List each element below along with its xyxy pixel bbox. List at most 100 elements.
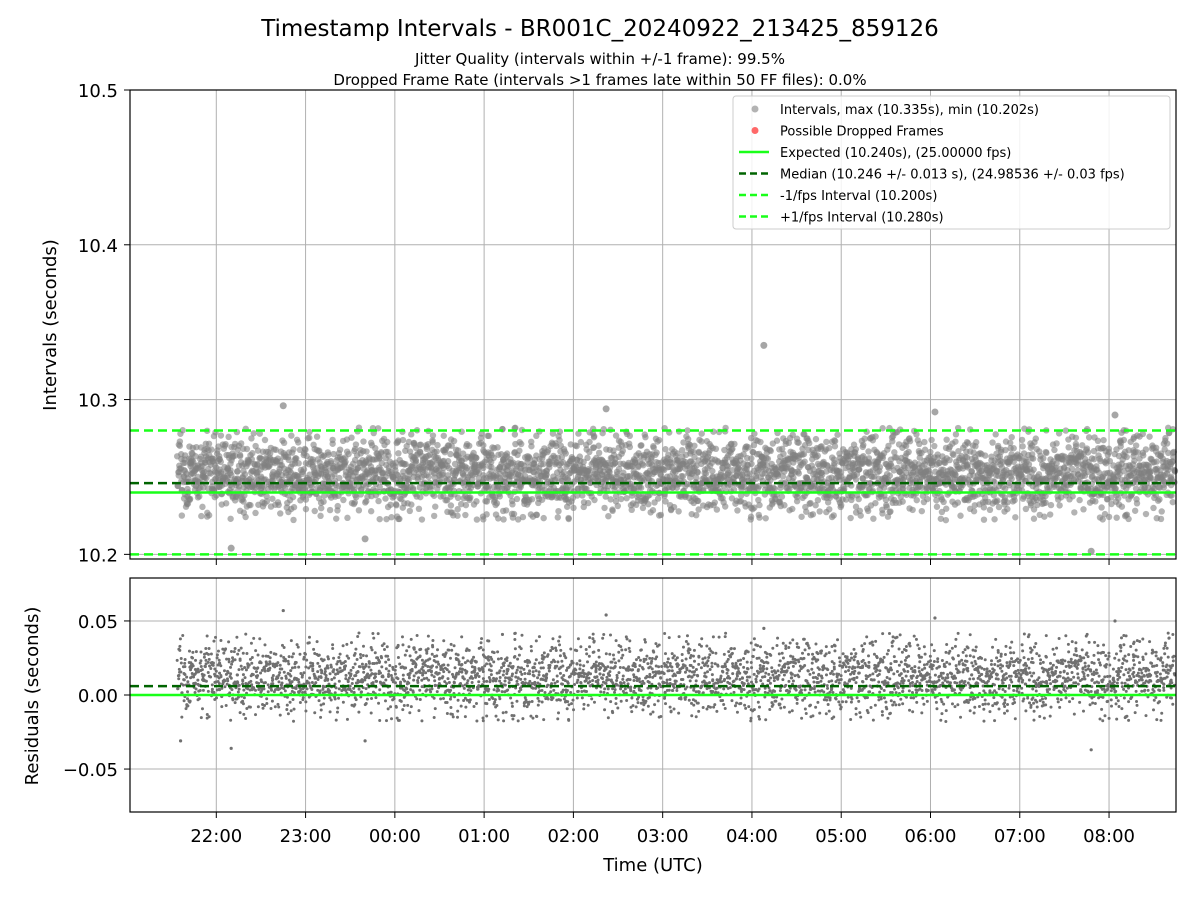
interval-point: [528, 438, 535, 445]
interval-point: [1123, 453, 1130, 461]
interval-point: [222, 500, 230, 507]
residual-point: [408, 654, 412, 658]
interval-point: [217, 458, 224, 466]
interval-point: [290, 504, 298, 511]
residual-point: [335, 668, 339, 672]
interval-point: [757, 438, 764, 446]
interval-point: [855, 495, 862, 503]
residual-point: [379, 671, 383, 675]
interval-point: [367, 508, 375, 515]
residual-point: [421, 671, 425, 675]
residual-point: [338, 666, 342, 670]
interval-point: [684, 427, 691, 434]
residual-point: [315, 640, 319, 644]
interval-point: [924, 495, 931, 503]
residual-point: [305, 687, 309, 691]
interval-point: [396, 515, 403, 523]
residual-point: [341, 644, 345, 648]
interval-point: [995, 503, 1003, 511]
interval-point: [879, 510, 886, 517]
residual-point: [323, 669, 327, 673]
residual-point: [200, 668, 204, 672]
residual-point: [217, 682, 221, 686]
residual-point: [236, 652, 240, 656]
interval-point: [946, 456, 953, 464]
residual-point: [319, 708, 323, 712]
interval-point: [330, 450, 337, 458]
chart-subtitle-dropped: Dropped Frame Rate (intervals >1 frames …: [333, 71, 866, 89]
interval-point: [734, 507, 741, 514]
residual-point: [202, 673, 206, 677]
interval-point: [261, 436, 269, 444]
residual-point: [196, 678, 200, 682]
residual-point: [370, 672, 374, 676]
residual-point: [209, 652, 213, 656]
interval-point: [1084, 449, 1092, 456]
residual-point: [304, 709, 308, 713]
interval-point: [942, 516, 950, 524]
interval-point: [494, 515, 502, 522]
residual-point: [361, 644, 365, 648]
interval-point: [565, 514, 572, 522]
residual-point: [411, 690, 415, 694]
interval-point: [584, 454, 591, 462]
interval-point: [872, 499, 879, 507]
interval-point: [494, 444, 501, 451]
interval-point: [329, 436, 336, 444]
residual-point: [205, 634, 209, 638]
interval-point: [344, 514, 351, 522]
residual-point: [224, 703, 228, 707]
residual-point: [289, 669, 293, 673]
residual-point: [178, 637, 182, 641]
residual-point: [209, 675, 213, 679]
residual-point: [288, 700, 292, 704]
residual-point: [247, 663, 251, 667]
interval-outlier-point: [931, 408, 939, 416]
residual-point: [301, 690, 305, 694]
interval-point: [852, 476, 860, 483]
residual-point: [432, 696, 436, 700]
interval-point: [591, 432, 598, 440]
residual-point: [241, 702, 245, 706]
residual-point: [357, 710, 361, 714]
interval-outlier-point: [760, 341, 768, 349]
interval-point: [957, 512, 964, 519]
residual-point: [446, 677, 450, 681]
residual-point: [269, 707, 273, 711]
residual-point: [303, 652, 307, 656]
residual-point: [431, 645, 435, 649]
interval-point: [695, 497, 702, 505]
residual-point: [237, 648, 241, 652]
interval-point: [540, 514, 547, 522]
interval-point: [243, 445, 251, 453]
residual-point: [214, 696, 218, 700]
interval-point: [540, 460, 547, 468]
interval-point: [857, 512, 864, 519]
interval-point: [586, 438, 593, 446]
interval-point: [554, 514, 561, 521]
interval-point: [702, 470, 710, 477]
residual-point: [206, 689, 210, 693]
residual-point: [178, 648, 182, 652]
chart-subtitle-jitter: Jitter Quality (intervals within +/-1 fr…: [414, 50, 785, 68]
residual-point: [373, 651, 377, 655]
interval-point: [1069, 493, 1076, 500]
interval-point: [645, 501, 652, 508]
interval-point: [376, 483, 383, 491]
residual-point: [207, 715, 211, 719]
residual-point: [405, 649, 409, 653]
interval-point: [360, 438, 367, 445]
residual-point: [304, 665, 308, 669]
interval-point: [333, 515, 340, 522]
interval-point: [887, 508, 894, 515]
residual-point: [367, 665, 371, 669]
interval-point: [562, 450, 569, 457]
residual-point: [355, 657, 359, 661]
interval-point: [227, 515, 234, 522]
residual-point: [397, 718, 401, 722]
interval-point: [986, 506, 994, 514]
residual-point: [177, 677, 181, 681]
residual-point: [294, 660, 298, 664]
residual-point: [417, 709, 421, 713]
interval-point: [217, 432, 225, 439]
